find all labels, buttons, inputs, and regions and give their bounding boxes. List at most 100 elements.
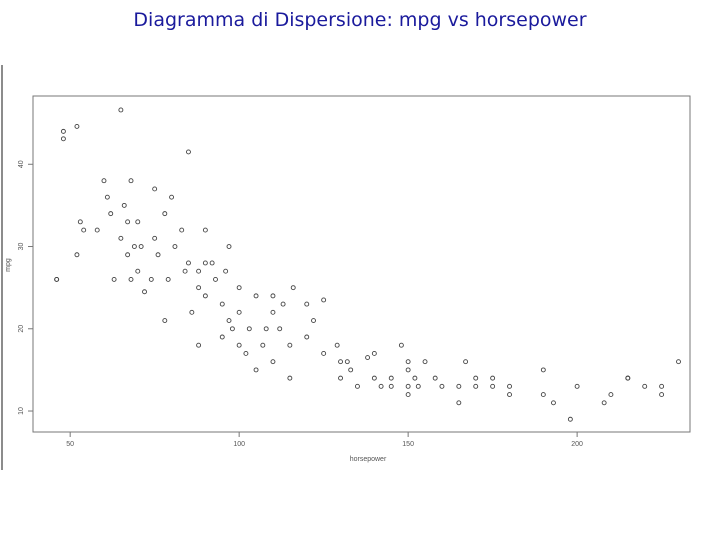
x-axis-label: horsepower	[350, 456, 387, 463]
point	[196, 268, 202, 274]
point	[213, 276, 218, 282]
x-tick-label: 100	[233, 441, 245, 448]
point	[155, 252, 161, 258]
point	[456, 400, 462, 406]
point	[371, 350, 377, 356]
y-tick-label: 30	[18, 243, 25, 251]
point	[77, 219, 83, 225]
point	[676, 359, 681, 365]
point	[490, 375, 496, 381]
x-tick-label: 200	[571, 441, 583, 448]
point	[165, 276, 171, 282]
point	[196, 342, 202, 348]
point	[125, 219, 131, 225]
y-tick-label: 10	[18, 407, 25, 415]
point	[321, 350, 327, 356]
chart-title: Diagramma di Dispersione: mpg vs horsepo…	[133, 9, 586, 31]
point	[354, 383, 360, 389]
point	[659, 392, 665, 398]
point	[334, 342, 340, 348]
point	[162, 211, 168, 217]
point	[415, 383, 421, 389]
point	[412, 375, 418, 381]
point	[551, 400, 556, 406]
point	[304, 334, 310, 340]
point	[60, 136, 66, 142]
point	[81, 227, 87, 233]
point	[263, 326, 269, 332]
point	[246, 326, 252, 332]
point	[104, 194, 110, 200]
point	[388, 375, 394, 381]
point	[131, 244, 137, 249]
point	[574, 383, 580, 389]
point	[432, 375, 438, 381]
point	[226, 318, 232, 323]
point	[463, 359, 469, 365]
point	[138, 244, 144, 249]
point	[74, 123, 80, 129]
point	[540, 392, 546, 398]
point	[128, 178, 134, 184]
plot-frame	[32, 95, 691, 433]
point	[189, 309, 195, 315]
point	[338, 375, 343, 381]
point	[405, 367, 411, 373]
point	[388, 383, 394, 389]
point	[287, 375, 293, 381]
point	[290, 285, 296, 291]
point	[378, 383, 384, 389]
point	[321, 297, 327, 303]
point	[473, 383, 479, 389]
point	[182, 268, 188, 274]
point	[219, 334, 225, 340]
point	[344, 359, 350, 365]
point	[94, 227, 100, 233]
point	[253, 293, 259, 299]
point	[236, 309, 242, 315]
point	[270, 309, 276, 315]
point	[229, 326, 235, 332]
point	[405, 383, 411, 389]
y-tick-label: 40	[18, 160, 25, 168]
point	[270, 359, 276, 365]
point	[371, 375, 377, 381]
point	[169, 194, 175, 200]
x-tick-label: 150	[402, 441, 414, 448]
point	[422, 359, 428, 365]
point	[186, 260, 191, 266]
point	[152, 235, 158, 241]
point	[179, 227, 185, 233]
y-tick-label: 20	[18, 325, 25, 333]
point	[219, 301, 225, 307]
point	[287, 342, 293, 348]
point	[118, 235, 124, 241]
point	[118, 107, 124, 113]
point	[260, 342, 266, 348]
point	[128, 276, 134, 282]
point	[172, 244, 178, 249]
x-tick-label: 50	[66, 441, 74, 448]
point	[253, 367, 259, 373]
point	[507, 392, 512, 398]
point	[108, 211, 114, 217]
point	[348, 367, 354, 373]
point	[439, 383, 445, 389]
point	[223, 268, 229, 274]
point	[625, 375, 631, 381]
point	[202, 227, 208, 233]
point	[456, 383, 462, 389]
point	[601, 400, 607, 406]
point	[121, 202, 127, 208]
point	[304, 301, 310, 307]
point	[338, 359, 343, 365]
point	[148, 276, 154, 282]
point	[608, 392, 614, 398]
point	[186, 149, 191, 155]
point	[507, 383, 512, 389]
point	[125, 252, 131, 258]
point	[60, 128, 66, 134]
point	[209, 260, 215, 266]
